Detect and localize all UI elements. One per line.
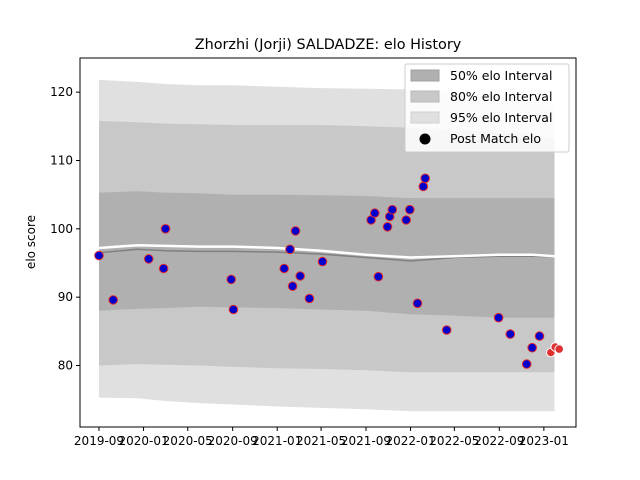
y-tick-label-3: 110 — [50, 154, 73, 168]
elo-interval-bands — [99, 79, 555, 412]
post-match-point-7 — [279, 263, 290, 274]
post-match-point-28 — [521, 359, 532, 369]
post-match-point-16 — [373, 271, 384, 282]
x-axis-ticks: 2019-092020-012020-052020-092021-012021-… — [74, 427, 569, 448]
post-match-point-27 — [505, 329, 516, 339]
x-tick-label-8: 2022-05 — [429, 434, 479, 448]
post-match-point-19 — [387, 204, 398, 215]
legend-label-50: 50% elo Interval — [450, 68, 552, 83]
post-match-point-13 — [317, 256, 328, 267]
legend-swatch-50 — [410, 69, 440, 82]
post-match-point-4 — [160, 224, 171, 234]
x-tick-label-10: 2023-01 — [519, 434, 569, 448]
y-tick-label-4: 120 — [50, 85, 73, 99]
post-match-point-30 — [534, 331, 545, 341]
legend-swatch-80 — [410, 90, 440, 103]
post-match-point-12 — [304, 293, 315, 304]
y-tick-label-0: 80 — [58, 359, 73, 373]
plot-frame — [79, 57, 577, 428]
legend-label-point: Post Match elo — [450, 131, 541, 146]
post-match-point-22 — [412, 298, 423, 309]
x-tick-label-3: 2020-09 — [208, 434, 258, 448]
post-match-point-11 — [295, 271, 306, 281]
x-tick-label-9: 2022-09 — [474, 434, 524, 448]
post-match-point-6 — [228, 304, 239, 315]
elo-lines — [98, 243, 555, 262]
legend-label-80: 80% elo Interval — [450, 89, 552, 104]
post-match-point-10 — [290, 226, 301, 236]
post-match-point-0 — [94, 250, 104, 261]
post-match-point-17 — [382, 222, 393, 232]
legend-swatch-95 — [410, 111, 440, 124]
legend: 50% elo Interval 80% elo Interval 95% el… — [404, 63, 570, 153]
post-match-points — [94, 173, 565, 369]
y-tick-label-1: 90 — [58, 290, 73, 304]
post-match-point-25 — [441, 325, 452, 335]
post-match-point-2 — [143, 254, 154, 264]
post-match-point-3 — [158, 263, 169, 274]
legend-label-95: 95% elo Interval — [450, 110, 552, 125]
x-tick-label-0: 2019-09 — [74, 434, 124, 448]
y-axis-ticks: 80 90 100 110 120 — [50, 85, 80, 373]
post-match-point-8 — [285, 244, 295, 255]
upper-elo-line — [98, 243, 555, 259]
x-tick-label-7: 2022-01 — [385, 434, 435, 448]
post-match-point-20 — [401, 215, 412, 225]
chart-title: Zhorzhi (Jorji) SALDADZE: elo History — [195, 37, 462, 53]
legend-marker-point — [419, 133, 431, 145]
post-match-point-23 — [418, 181, 429, 192]
y-tick-label-2: 100 — [50, 222, 73, 236]
post-match-point-9 — [287, 281, 298, 292]
x-tick-label-4: 2021-01 — [252, 434, 302, 448]
post-match-point-5 — [226, 274, 236, 285]
y-axis-label: elo score — [24, 215, 38, 269]
mean-elo-line — [98, 248, 555, 262]
post-match-point-21 — [405, 204, 415, 215]
post-match-point-24 — [420, 173, 431, 184]
post-match-point-26 — [493, 312, 504, 323]
x-tick-label-5: 2021-05 — [296, 434, 346, 448]
post-match-point-1 — [108, 295, 118, 305]
post-match-point-33 — [554, 344, 565, 354]
post-match-point-15 — [370, 208, 380, 218]
x-tick-label-6: 2021-09 — [341, 434, 391, 448]
post-match-point-29 — [527, 342, 538, 353]
legend-frame — [404, 63, 570, 153]
x-tick-label-1: 2020-01 — [118, 434, 168, 448]
x-tick-label-2: 2020-05 — [163, 434, 213, 448]
